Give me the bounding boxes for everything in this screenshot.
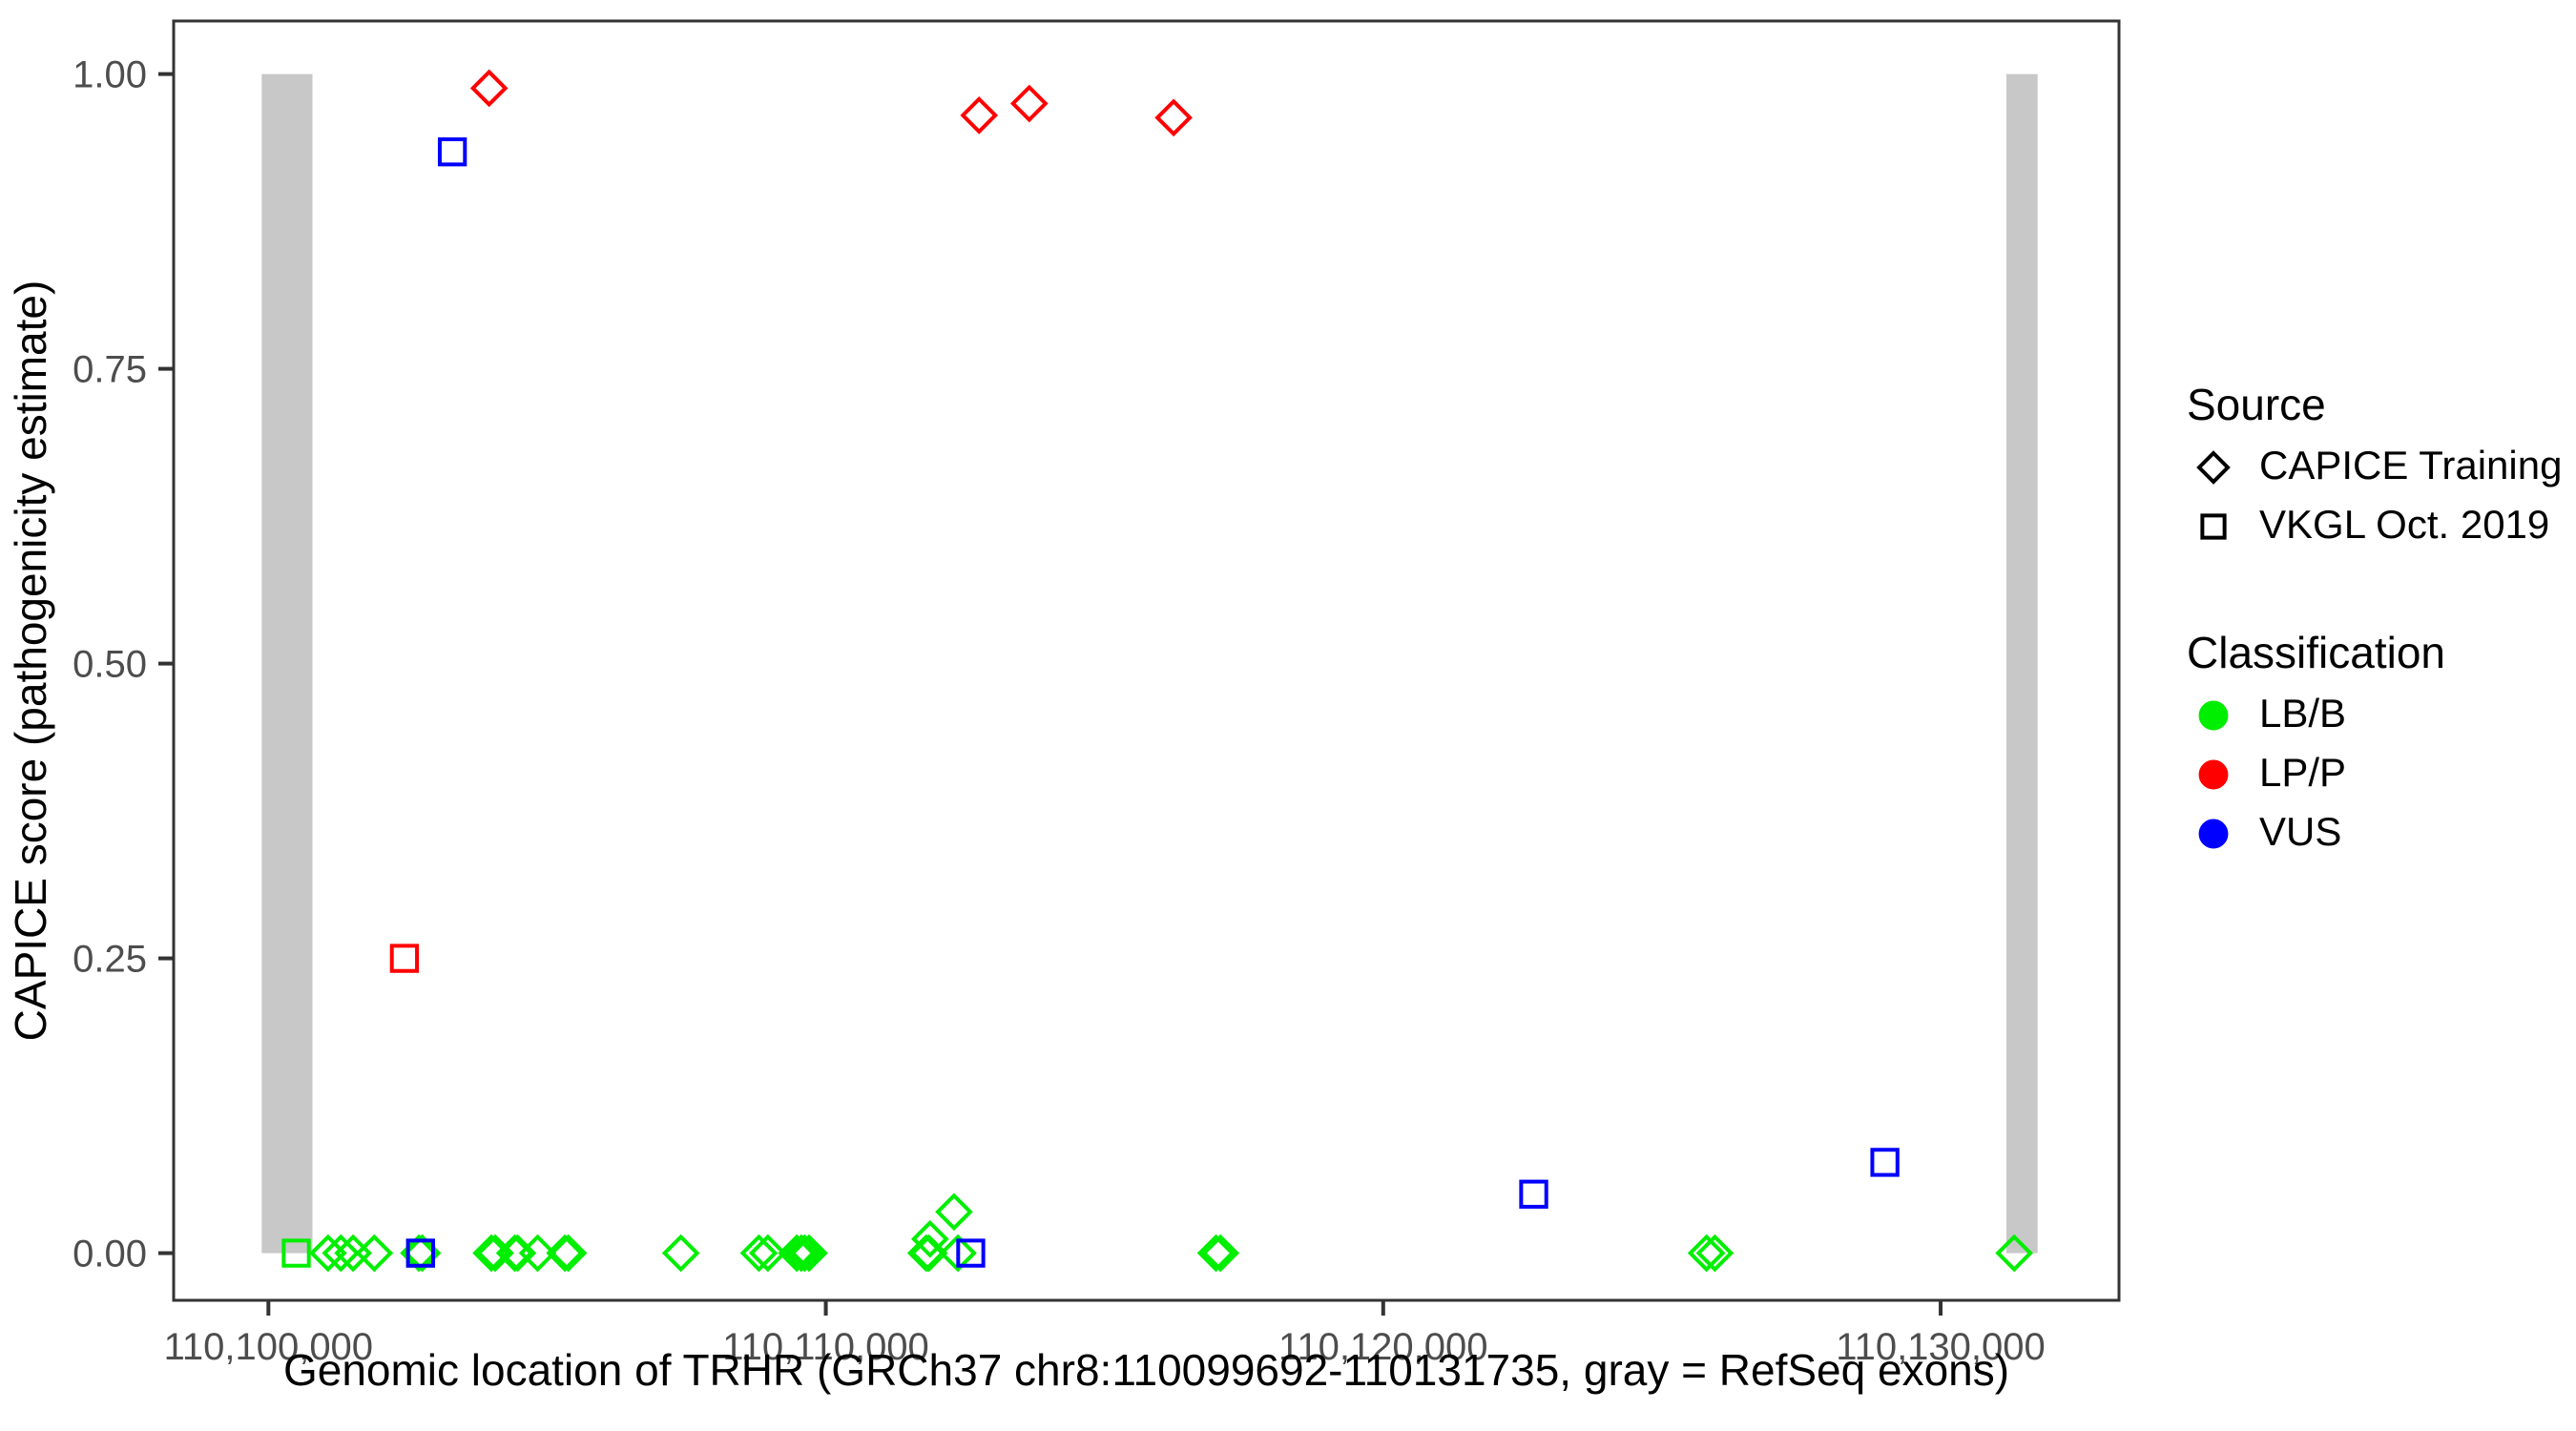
- legend-title-source: Source: [2187, 380, 2326, 429]
- series-capice-training-lp-p: [469, 69, 1193, 137]
- data-point-s0-p29: [1995, 1234, 2033, 1273]
- data-point-s1-p2: [1009, 84, 1049, 123]
- data-point-s2-p0: [281, 1238, 311, 1268]
- legend-marker-source-0: [2196, 450, 2231, 485]
- legend-marker-classification-1: [2198, 759, 2229, 790]
- series-vkgl-oct-2019-lp-p: [389, 944, 420, 973]
- data-point-s4-p3: [1519, 1179, 1548, 1209]
- exon-bar-exon-2: [2005, 73, 2038, 1254]
- legend-marker-classification-2: [2198, 819, 2229, 849]
- data-point-s4-p2: [956, 1238, 986, 1268]
- data-point-s0-p22: [910, 1219, 949, 1258]
- series-vkgl-oct-2019-vus: [405, 137, 1900, 1268]
- legend-label-classification-0: LB/B: [2259, 691, 2346, 736]
- panel-border: [172, 19, 2121, 1302]
- data-point-s0-p23: [935, 1192, 973, 1232]
- legend-marker-classification-0: [2198, 700, 2229, 731]
- data-point-s1-p1: [960, 96, 999, 135]
- data-point-s0-p25: [1196, 1234, 1236, 1273]
- x-tick-label-1: 110,110,000: [722, 1326, 929, 1368]
- data-point-s0-p16: [778, 1234, 817, 1273]
- data-point-s0-p10: [518, 1234, 557, 1273]
- data-point-s0-p12: [549, 1234, 588, 1273]
- y-tick-label-3: 0.75: [73, 349, 147, 391]
- data-point-s4-p4: [1870, 1148, 1900, 1177]
- data-point-s0-p24: [939, 1234, 977, 1273]
- data-point-s0-p3: [355, 1234, 394, 1273]
- data-point-s0-p0: [309, 1234, 347, 1273]
- y-tick-label-2: 0.50: [73, 644, 147, 686]
- data-point-s0-p18: [785, 1234, 824, 1273]
- data-point-s0-p27: [1687, 1234, 1726, 1273]
- y-axis-title: CAPICE score (pathogenicity estimate): [6, 280, 55, 1042]
- x-axis-title: Genomic location of TRHR (GRCh37 chr8:11…: [283, 1345, 2009, 1395]
- data-point-s1-p3: [1154, 98, 1193, 137]
- legend-label-source-1: VKGL Oct. 2019: [2259, 502, 2549, 547]
- x-tick-label-2: 110,120,000: [1278, 1326, 1487, 1368]
- data-point-s1-p0: [469, 69, 509, 108]
- data-point-s0-p26: [1201, 1234, 1240, 1273]
- legend-panel: Source CAPICE Training VKGL Oct. 2019 Class…: [2187, 380, 2562, 854]
- data-point-s4-p1: [405, 1238, 435, 1268]
- data-points: [281, 69, 2033, 1273]
- legend-label-classification-1: LP/P: [2259, 750, 2346, 795]
- data-point-s0-p13: [661, 1234, 700, 1273]
- data-point-s4-p0: [437, 137, 467, 167]
- data-point-s0-p14: [739, 1234, 779, 1273]
- exon-bar-exon-1: [261, 73, 313, 1254]
- legend-label-source-0: CAPICE Training: [2259, 443, 2562, 487]
- data-point-s0-p17: [782, 1234, 821, 1273]
- panel-rect: [172, 19, 2121, 1302]
- data-point-s3-p0: [389, 944, 420, 973]
- y-tick-label-1: 0.25: [73, 939, 147, 981]
- data-point-s0-p11: [546, 1234, 584, 1273]
- data-point-s0-p19: [790, 1234, 828, 1273]
- x-tick-label-3: 110,130,000: [1836, 1326, 2045, 1368]
- y-tick-label-4: 1.00: [73, 54, 147, 96]
- data-point-s0-p15: [748, 1234, 787, 1273]
- refseq-exon-bars: [261, 73, 2038, 1254]
- axis-titles: Genomic location of TRHR (GRCh37 chr8:11…: [6, 280, 2009, 1395]
- data-point-s0-p1: [322, 1234, 361, 1273]
- series-capice-training-lb-b: [309, 1192, 2033, 1273]
- legend-label-classification-2: VUS: [2259, 809, 2341, 854]
- x-axis-ticks: 110,100,000 110,110,000 110,120,000 110,130…: [164, 1300, 2046, 1368]
- x-tick-label-0: 110,100,000: [164, 1326, 373, 1368]
- legend-marker-source-1: [2200, 513, 2227, 540]
- legend-title-classification: Classification: [2187, 628, 2445, 677]
- y-tick-label-0: 0.00: [73, 1234, 147, 1275]
- y-axis-ticks: 0.00 0.25 0.50 0.75 1.00: [73, 54, 174, 1275]
- data-point-s0-p28: [1695, 1234, 1735, 1273]
